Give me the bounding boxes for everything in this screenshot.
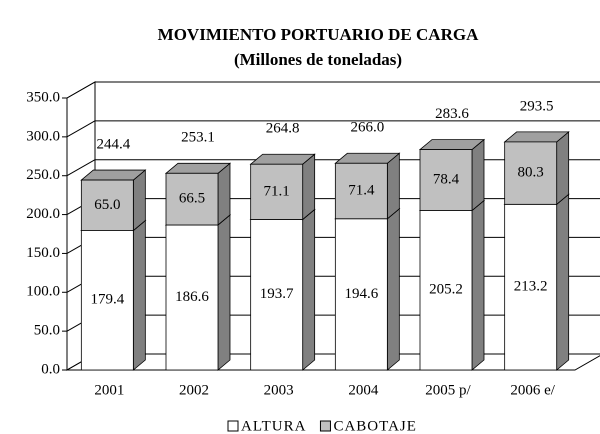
value-label: 186.6 bbox=[175, 289, 209, 305]
value-label: 205.2 bbox=[429, 282, 463, 298]
bar-side bbox=[386, 207, 400, 371]
y-tick-label: 100.0 bbox=[26, 284, 60, 300]
bar-side bbox=[471, 199, 485, 371]
value-label: 65.0 bbox=[94, 197, 120, 213]
bar-side bbox=[386, 152, 400, 220]
value-label: 213.2 bbox=[514, 279, 548, 295]
y-tick-label: 150.0 bbox=[26, 245, 60, 261]
bar-side bbox=[217, 162, 231, 226]
bar bbox=[334, 218, 388, 371]
y-tick-label: 350.0 bbox=[26, 89, 60, 105]
bar-side bbox=[556, 193, 570, 371]
bar bbox=[504, 203, 558, 371]
value-label: 71.4 bbox=[348, 182, 375, 198]
bar-side bbox=[132, 219, 146, 371]
x-tick-label: 2003 bbox=[264, 382, 294, 398]
bar bbox=[250, 219, 304, 371]
bar-side bbox=[556, 131, 570, 206]
total-label: 293.5 bbox=[520, 98, 554, 114]
x-tick-label: 2002 bbox=[179, 382, 209, 398]
bar-side bbox=[132, 169, 146, 232]
legend-label: ALTURA bbox=[241, 418, 306, 434]
y-tick-label: 200.0 bbox=[26, 206, 60, 222]
value-label: 71.1 bbox=[264, 183, 290, 199]
bar bbox=[504, 141, 558, 205]
value-label: 66.5 bbox=[179, 191, 205, 207]
bar-side bbox=[471, 138, 485, 212]
bar-top bbox=[249, 153, 316, 165]
chart-title: MOVIMIENTO PORTUARIO DE CARGA bbox=[158, 25, 479, 44]
chart-subtitle: (Millones de toneladas) bbox=[234, 50, 402, 69]
total-label: 264.8 bbox=[266, 121, 300, 137]
bar-side bbox=[302, 153, 316, 221]
bar bbox=[80, 230, 134, 371]
legend-label: CABOTAJE bbox=[333, 418, 416, 434]
bar-side bbox=[217, 214, 231, 371]
total-label: 283.6 bbox=[435, 106, 469, 122]
value-label: 80.3 bbox=[518, 165, 544, 181]
bar bbox=[334, 162, 388, 220]
y-tick-label: 50.0 bbox=[34, 323, 60, 339]
value-label: 194.6 bbox=[344, 286, 378, 302]
bar-top bbox=[418, 139, 486, 151]
bar-side bbox=[302, 208, 316, 371]
grid-line-side bbox=[66, 120, 96, 138]
y-tick-label: 250.0 bbox=[26, 167, 60, 183]
y-tick-label: 300.0 bbox=[26, 128, 60, 144]
legend-swatch bbox=[227, 420, 239, 432]
bar bbox=[165, 224, 219, 371]
bar-top bbox=[503, 131, 570, 143]
value-label: 179.4 bbox=[90, 292, 124, 308]
bar bbox=[419, 149, 473, 211]
y-tick-label: 0.0 bbox=[41, 361, 60, 377]
value-label: 78.4 bbox=[433, 172, 460, 188]
total-label: 266.0 bbox=[350, 120, 384, 136]
bar bbox=[250, 163, 304, 220]
x-tick-label: 2001 bbox=[94, 382, 124, 398]
bar bbox=[80, 179, 134, 231]
total-label: 244.4 bbox=[96, 137, 130, 153]
bar bbox=[419, 210, 473, 371]
x-tick-label: 2004 bbox=[348, 382, 379, 398]
x-tick-label: 2006 e/ bbox=[510, 382, 555, 398]
bar-top bbox=[80, 169, 147, 181]
grid-line-side bbox=[66, 81, 96, 99]
total-label: 253.1 bbox=[181, 130, 215, 146]
legend-swatch bbox=[319, 420, 331, 432]
bar-top bbox=[164, 162, 232, 174]
x-tick-label: 2005 p/ bbox=[425, 382, 471, 398]
bar bbox=[165, 172, 219, 226]
grid-line-side bbox=[66, 159, 96, 177]
bar-top bbox=[334, 152, 401, 164]
value-label: 193.7 bbox=[260, 286, 294, 302]
